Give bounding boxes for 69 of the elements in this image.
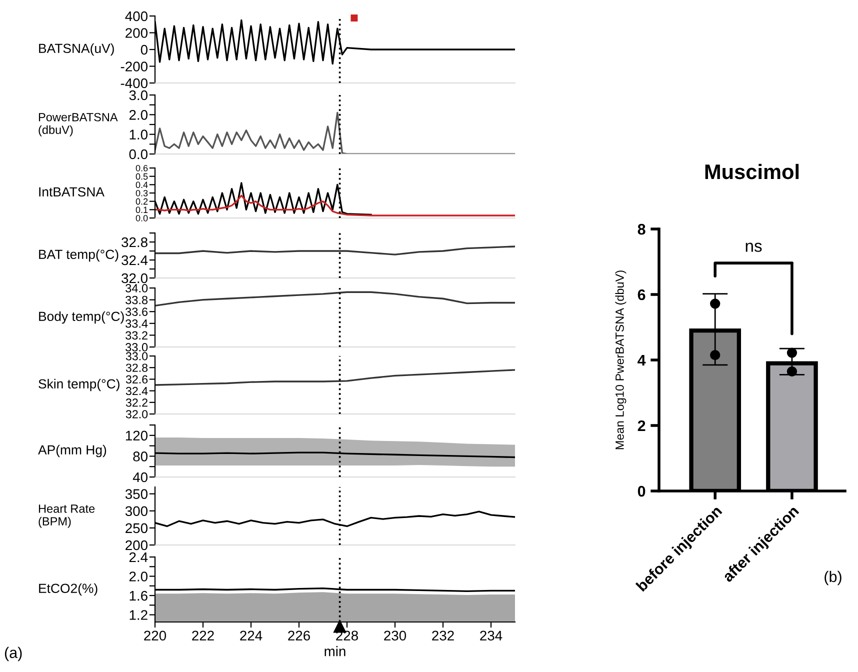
y-tick-label: 0.0 [129, 149, 148, 160]
y-tick-label: 33.4 [126, 319, 148, 328]
y-tick-label: 2.0 [129, 572, 148, 582]
x-tick-label: 224 [240, 630, 262, 640]
y-axis-title: PowerBATSNA (dbuV) [38, 112, 118, 136]
y-tick-label: 32.4 [126, 386, 148, 396]
y-tick-label: 4 [638, 355, 646, 366]
y-axis-title: Heart Rate (BPM) [38, 504, 95, 528]
y-tick-label: 1.2 [130, 610, 148, 620]
y-tick-label: 80 [133, 452, 148, 462]
y-tick-label: 33.8 [126, 296, 148, 304]
y-tick-label: 34.0 [126, 284, 148, 292]
y-tick-label: 2 [638, 420, 646, 432]
y-tick-label: 2.4 [129, 552, 148, 562]
y-tick-label: 0 [140, 44, 148, 55]
x-tick-label: 220 [144, 630, 166, 641]
x-tick-label: 232 [432, 630, 454, 641]
x-tick-label: 226 [288, 630, 310, 641]
y-tick-label: 250 [126, 523, 148, 534]
y-tick-label: 32.0 [126, 410, 148, 418]
x-tick-label: 230 [384, 630, 406, 641]
y-tick-label: 120 [126, 430, 148, 441]
y-tick-label: 8 [638, 224, 646, 235]
y-tick-label: 350 [125, 489, 148, 499]
y-tick-label: 32.0 [122, 273, 148, 284]
y-tick-label: 32.8 [122, 237, 148, 248]
y-tick-label: 3.0 [129, 90, 148, 100]
y-axis-title: Skin temp(°C) [38, 378, 120, 392]
y-tick-label: 0.3 [136, 190, 148, 196]
y-tick-label: 1.6 [130, 590, 148, 601]
text: (b) [824, 570, 842, 586]
y-axis-title: EtCO2(%) [39, 583, 98, 596]
y-tick-label: 400 [125, 11, 148, 22]
x-tick-label: 234 [480, 630, 502, 641]
y-tick-label: 0.1 [136, 206, 148, 214]
y-tick-label: 0.0 [136, 214, 148, 222]
y-tick-label: 1.0 [130, 130, 148, 140]
y-tick-label: 0.6 [136, 164, 148, 172]
y-tick-label: 33.6 [126, 308, 148, 316]
y-tick-label: -200 [120, 62, 148, 72]
y-tick-label: 33.0 [126, 352, 148, 360]
y-tick-label: 33.2 [126, 331, 148, 340]
y-tick-label: 2.0 [129, 110, 148, 120]
annotation: ns [746, 242, 762, 252]
y-tick-label: 40 [132, 472, 148, 482]
y-axis-title: BATSNA(uV) [39, 43, 114, 56]
y-tick-label: 200 [126, 540, 148, 550]
text: (a) [4, 646, 22, 662]
y-tick-label: 6 [638, 289, 646, 300]
y-tick-label: 32.2 [126, 398, 148, 407]
y-axis-title: AP(mm Hg) [38, 444, 106, 458]
y-tick-label: 0 [638, 486, 646, 497]
y-axis-title: IntBATSNA [39, 187, 104, 197]
y-tick-label: -400 [120, 78, 148, 88]
y-tick-label: 200 [126, 28, 148, 38]
x-tick-label: 222 [192, 630, 214, 640]
y-tick-label: 0.2 [136, 198, 148, 205]
y-axis-title: Body temp(°C) [39, 311, 124, 324]
y-tick-label: 32.4 [122, 255, 148, 266]
y-tick-label: 0.4 [136, 182, 148, 188]
x-axis-title: min [324, 646, 346, 656]
y-tick-label: 32.6 [126, 375, 148, 384]
y-tick-label: 300 [125, 506, 148, 516]
y-tick-label: 33.0 [126, 343, 148, 352]
y-axis-title: Mean Log10 PwerBATSNA (dbuV) [615, 270, 626, 450]
y-tick-label: 0.5 [136, 173, 148, 180]
y-axis-title: BAT temp(°C) [39, 249, 118, 262]
y-tick-label: 32.8 [126, 364, 148, 372]
chart-title: Muscimol [705, 164, 799, 180]
